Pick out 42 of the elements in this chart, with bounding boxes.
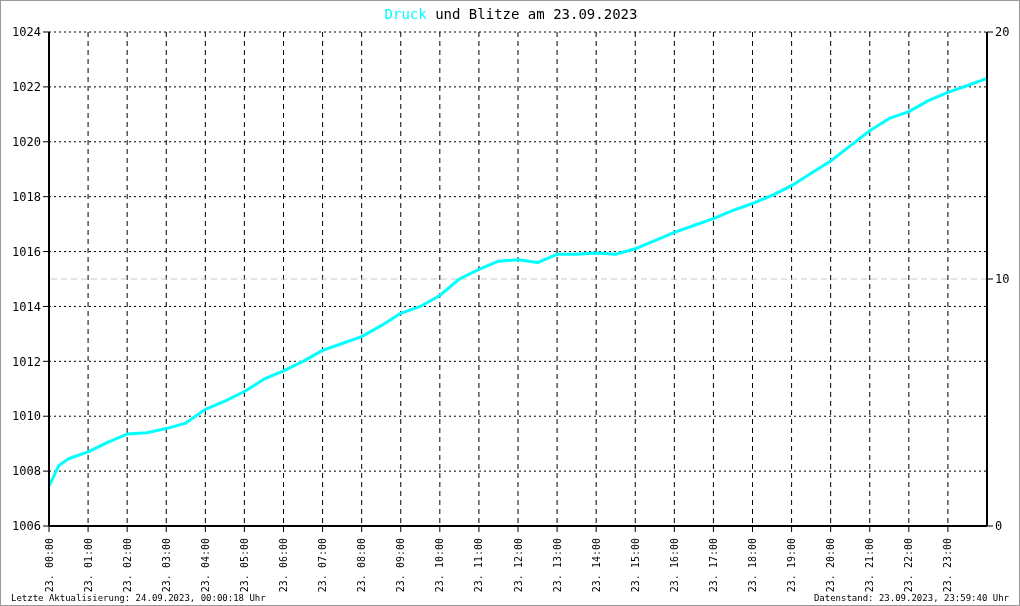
y-tick-label: 1014: [12, 299, 41, 314]
x-tick-label: 23. 01:00: [82, 538, 94, 593]
x-tick-label: 23. 22:00: [903, 538, 915, 593]
y-tick-label: 1024: [12, 25, 41, 40]
y-tick-label: 1010: [12, 409, 41, 424]
y-tick-label: 1022: [12, 80, 41, 95]
x-tick-label: 23. 14:00: [590, 538, 602, 593]
x-tick-label: 23. 18:00: [747, 538, 758, 593]
text: Letzte Aktualisierung: 24.09.2023, 00:00:18 Uhr: [11, 593, 266, 603]
line-series: [49, 77, 987, 488]
y-tick-label: 1012: [12, 354, 41, 369]
x-tick-label: 23. 16:00: [668, 538, 680, 593]
x-tick-label: 23. 15:00: [629, 538, 641, 593]
y-tick-label: 1020: [12, 135, 41, 150]
x-tick-label: 23. 02:00: [121, 538, 133, 593]
x-tick-label: 23. 10:00: [434, 538, 446, 593]
chart-title: und Blitze am 23.09.2023: [435, 6, 638, 22]
text: Datenstand: 23.09.2023, 23:59:40 Uhr: [813, 593, 1009, 603]
x-tick-label: 23. 00:00: [43, 538, 55, 593]
y2-tick-label: 10: [995, 272, 1010, 287]
x-tick-label: 23. 04:00: [199, 538, 211, 593]
y2-tick-label: 0: [995, 519, 1003, 534]
y-tick-label: 1008: [12, 464, 41, 479]
y-tick-label: 1018: [12, 189, 41, 204]
x-tick-label: 23. 06:00: [278, 538, 289, 593]
x-tick-label: 23. 20:00: [825, 538, 837, 593]
x-tick-label: 23. 03:00: [160, 538, 172, 593]
y-tick-label: 1006: [12, 519, 41, 534]
x-tick-label: 23. 23:00: [942, 538, 954, 593]
x-tick-label: 23. 13:00: [551, 538, 563, 593]
x-tick-label: 23. 05:00: [238, 538, 250, 593]
x-tick-label: 23. 12:00: [512, 538, 524, 593]
x-tick-label: 23. 17:00: [707, 538, 719, 593]
text: Druck: [384, 6, 427, 22]
x-tick-label: 23. 11:00: [473, 538, 485, 593]
x-tick-label: 23. 21:00: [864, 538, 876, 593]
x-tick-label: 23. 19:00: [786, 538, 798, 593]
y-tick-label: 1016: [12, 244, 41, 259]
x-tick-label: 23. 09:00: [395, 538, 407, 593]
x-tick-label: 23. 07:00: [317, 538, 329, 593]
y2-tick-label: 20: [995, 25, 1010, 40]
x-tick-label: 23. 08:00: [356, 538, 368, 593]
